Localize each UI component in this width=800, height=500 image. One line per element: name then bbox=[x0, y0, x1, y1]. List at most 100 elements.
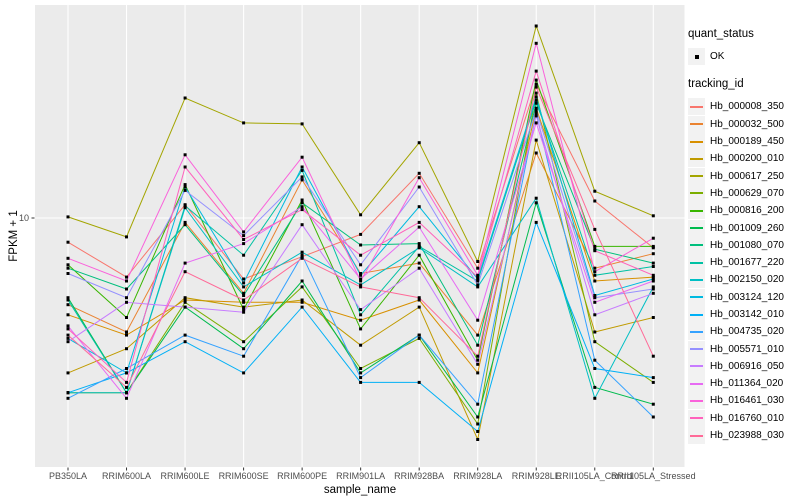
data-point bbox=[242, 238, 246, 241]
x-tick-label: RRII105LA_Stressed bbox=[611, 471, 696, 481]
data-point bbox=[300, 205, 304, 209]
data-point bbox=[593, 358, 597, 362]
data-point bbox=[359, 318, 363, 322]
data-point bbox=[359, 313, 363, 317]
legend-item-label: Hb_000008_350 bbox=[710, 101, 784, 113]
data-point bbox=[242, 234, 246, 238]
series-color-swatch bbox=[690, 192, 703, 195]
x-tick-label: RRIM600SE bbox=[218, 471, 269, 481]
data-point bbox=[534, 201, 538, 205]
data-point bbox=[125, 371, 128, 375]
legend-item-Hb_000200_010: Hb_000200_010 bbox=[688, 150, 784, 168]
data-point bbox=[125, 287, 128, 291]
data-point bbox=[476, 279, 480, 283]
data-point bbox=[66, 303, 70, 307]
data-point bbox=[651, 354, 655, 358]
data-point bbox=[476, 283, 480, 287]
data-point bbox=[359, 380, 363, 384]
legend-key-box bbox=[688, 167, 705, 185]
data-point bbox=[593, 227, 597, 231]
data-point bbox=[125, 316, 128, 319]
data-point bbox=[359, 232, 363, 236]
data-point bbox=[417, 333, 421, 337]
legend-item-Hb_016760_010: Hb_016760_010 bbox=[688, 409, 784, 427]
data-point bbox=[476, 318, 480, 322]
data-point bbox=[66, 215, 70, 219]
data-point bbox=[300, 256, 304, 260]
series-color-swatch bbox=[690, 382, 703, 385]
series-color-swatch bbox=[690, 417, 703, 420]
legend-item-label: Hb_000629_070 bbox=[710, 187, 784, 199]
data-point bbox=[359, 213, 363, 217]
data-point bbox=[242, 347, 246, 351]
legend-key-box bbox=[688, 219, 705, 237]
data-point bbox=[476, 430, 480, 433]
legend-item-quant-ok: OK bbox=[688, 48, 784, 66]
x-tick-label: RRII105LA_Control bbox=[555, 471, 634, 481]
data-point bbox=[417, 141, 421, 145]
data-point bbox=[534, 69, 538, 73]
legend-key-box bbox=[688, 427, 705, 445]
data-point bbox=[242, 308, 246, 312]
data-point bbox=[651, 376, 655, 380]
data-point bbox=[242, 285, 246, 289]
series-color-swatch bbox=[690, 278, 703, 281]
legend-item-label: Hb_006916_050 bbox=[710, 360, 784, 372]
data-point bbox=[66, 340, 70, 344]
x-tick-label: RRIM901LA bbox=[336, 471, 386, 481]
data-point bbox=[242, 294, 246, 297]
data-point bbox=[183, 153, 187, 157]
gridlines bbox=[35, 5, 685, 467]
data-points bbox=[66, 24, 655, 441]
data-point bbox=[651, 285, 655, 289]
data-point bbox=[66, 256, 70, 260]
data-point bbox=[183, 185, 187, 189]
data-point bbox=[125, 347, 128, 351]
data-point bbox=[300, 155, 304, 159]
x-tick-label: RRIM600PE bbox=[277, 471, 328, 481]
data-point bbox=[651, 402, 655, 406]
legend-item-label: Hb_005571_010 bbox=[710, 343, 784, 355]
series-color-swatch bbox=[690, 365, 703, 368]
data-point bbox=[359, 272, 363, 275]
legend-key-box bbox=[688, 392, 705, 410]
data-point bbox=[242, 298, 246, 302]
data-point bbox=[125, 296, 128, 300]
data-point bbox=[651, 261, 655, 265]
data-point bbox=[651, 277, 655, 281]
data-point bbox=[183, 333, 187, 337]
data-point bbox=[183, 300, 187, 304]
data-point bbox=[66, 396, 70, 400]
legend-item-Hb_005571_010: Hb_005571_010 bbox=[688, 340, 784, 358]
data-point bbox=[417, 220, 421, 224]
legend-item-Hb_023988_030: Hb_023988_030 bbox=[688, 427, 784, 445]
data-point bbox=[359, 263, 363, 267]
data-point bbox=[359, 273, 363, 277]
data-point bbox=[300, 165, 304, 169]
data-point bbox=[534, 138, 538, 142]
data-point bbox=[593, 313, 597, 317]
data-point bbox=[242, 121, 246, 125]
data-point bbox=[359, 277, 363, 281]
y-tick-label: 10 bbox=[18, 213, 29, 223]
data-point bbox=[534, 101, 538, 105]
data-point bbox=[476, 415, 480, 419]
series-color-swatch bbox=[690, 296, 703, 299]
data-point bbox=[125, 235, 128, 239]
data-point bbox=[651, 380, 655, 384]
data-point bbox=[359, 285, 363, 289]
data-point bbox=[417, 380, 421, 384]
data-point bbox=[300, 223, 304, 227]
legend-item-Hb_000816_200: Hb_000816_200 bbox=[688, 202, 784, 220]
legend-item-Hb_000032_500: Hb_000032_500 bbox=[688, 115, 784, 133]
data-point bbox=[593, 296, 597, 300]
data-point bbox=[300, 279, 304, 283]
legend-item-label: Hb_003142_010 bbox=[710, 309, 784, 320]
data-point bbox=[300, 298, 304, 302]
data-point bbox=[476, 343, 480, 347]
legend-key-box bbox=[688, 133, 705, 151]
legend-item-Hb_000629_070: Hb_000629_070 bbox=[688, 184, 784, 202]
data-point bbox=[300, 122, 304, 126]
